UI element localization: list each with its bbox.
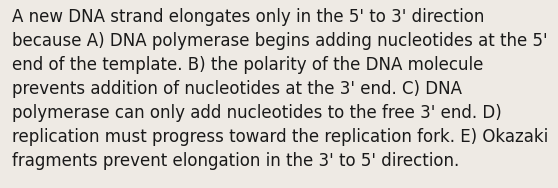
Text: A new DNA strand elongates only in the 5' to 3' direction
because A) DNA polymer: A new DNA strand elongates only in the 5… bbox=[12, 8, 549, 170]
